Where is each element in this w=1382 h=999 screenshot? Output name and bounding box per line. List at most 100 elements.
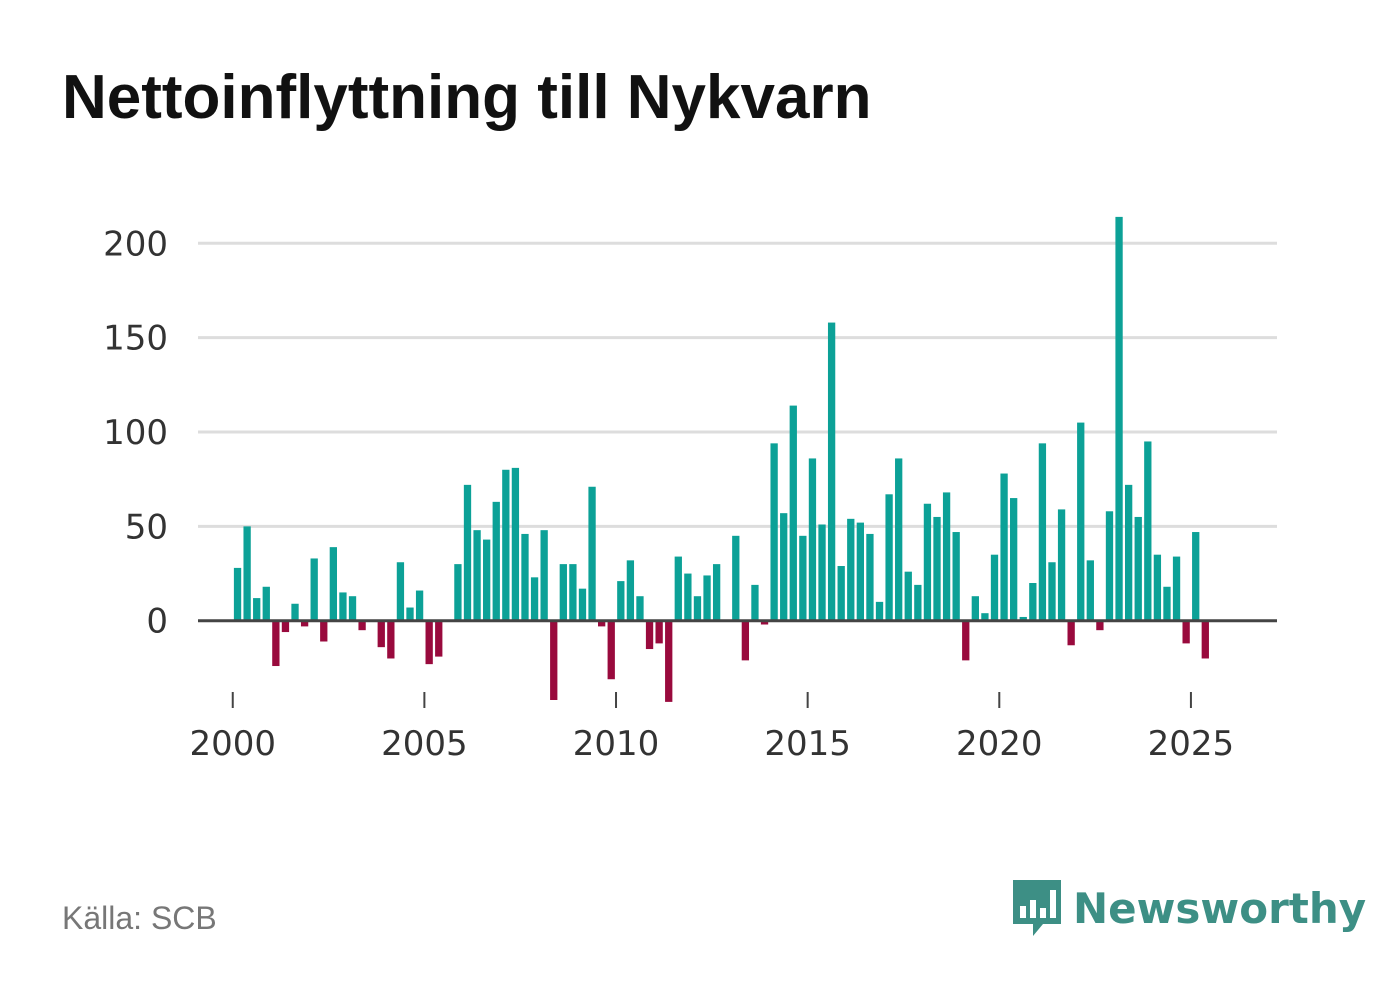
bar: [1201, 620, 1209, 659]
bar: [1038, 443, 1047, 621]
brand-name: Newsworthy: [1073, 883, 1367, 933]
bar: [530, 577, 539, 621]
bar: [521, 533, 529, 621]
x-tick-label: 2015: [764, 724, 851, 764]
bar: [914, 584, 922, 621]
y-tick-label: 50: [125, 507, 168, 547]
bar: [578, 588, 587, 621]
bar: [454, 564, 462, 621]
bar: [387, 620, 395, 659]
bar: [300, 620, 309, 627]
bar: [607, 620, 615, 680]
x-tick-label: 2005: [381, 724, 468, 764]
grid-lines: [198, 241, 1277, 528]
bar: [1010, 498, 1018, 621]
bar: [741, 620, 750, 661]
bar: [463, 484, 472, 621]
bar-series: [233, 216, 1209, 702]
bar: [827, 322, 836, 621]
bar: [310, 558, 318, 621]
bar: [770, 443, 778, 621]
bar: [1048, 562, 1056, 621]
bar: [569, 564, 577, 621]
bar: [281, 620, 290, 633]
bar: [1163, 586, 1171, 621]
bar: [732, 535, 740, 621]
bar: [1115, 216, 1123, 621]
bar: [1077, 422, 1085, 621]
bar: [847, 518, 855, 621]
bar: [406, 607, 414, 621]
bar: [1086, 560, 1094, 621]
bar: [942, 492, 951, 621]
bar: [885, 494, 893, 621]
bar: [760, 620, 769, 625]
bar: [1019, 616, 1027, 621]
bar: [396, 562, 405, 621]
bar: [1153, 554, 1162, 621]
bar: [425, 620, 433, 665]
x-tick-label: 2025: [1148, 724, 1235, 764]
y-tick-label: 200: [103, 224, 168, 264]
bar: [990, 554, 999, 621]
bar: [895, 458, 903, 621]
bar: [348, 596, 357, 621]
bar: [1144, 441, 1152, 621]
bar: [377, 620, 385, 648]
bar: [655, 620, 663, 644]
x-tick-label: 2010: [573, 724, 660, 764]
bar: [473, 530, 481, 621]
bar: [665, 620, 673, 702]
x-tick-label: 2020: [956, 724, 1043, 764]
bar: [837, 566, 845, 621]
bar: [1000, 473, 1008, 621]
y-tick-label: 100: [103, 413, 168, 453]
bar: [971, 596, 979, 621]
bar: [483, 539, 491, 621]
bar: [1105, 511, 1114, 621]
bar: [502, 469, 510, 621]
bar: [540, 530, 548, 621]
bar: [559, 564, 567, 621]
tick-labels: 0 50 100 150 200 2000 2005 2010 2015 2020 2025: [103, 224, 1234, 764]
bar: [799, 535, 807, 621]
bar: [818, 524, 826, 621]
bar: [550, 620, 558, 700]
bar: [875, 601, 884, 621]
chart-title: Nettoinflyttning till Nykvarn: [62, 63, 872, 132]
bar: [233, 567, 242, 621]
y-tick-label: 150: [103, 319, 168, 359]
bar: [1125, 484, 1133, 621]
bar: [645, 620, 654, 650]
bar: [1182, 620, 1190, 644]
bar: [598, 620, 606, 627]
axes: [198, 619, 1277, 708]
bar: [588, 486, 596, 621]
bar: [780, 513, 788, 621]
bar: [789, 405, 797, 621]
bar: [866, 533, 874, 621]
bar: [243, 526, 251, 621]
brand-logo: Newsworthy: [1011, 878, 1366, 938]
bar: [693, 596, 702, 621]
bar: [272, 620, 280, 667]
bar: [962, 620, 970, 661]
bar: [415, 590, 424, 621]
bar: [981, 613, 989, 621]
source-note: Källa: SCB: [62, 900, 217, 936]
bar: [856, 522, 864, 621]
bar: [1029, 583, 1037, 621]
bar: [952, 532, 960, 621]
y-tick-label: 0: [146, 602, 168, 642]
bar: [933, 516, 941, 621]
x-tick-label: 2000: [189, 724, 276, 764]
bar: [1134, 516, 1142, 621]
bar: [674, 556, 682, 621]
bar: [435, 620, 443, 657]
bar: [329, 547, 337, 621]
bar: [808, 458, 817, 621]
bar: [1067, 620, 1075, 646]
newsworthy-logo-icon: [1013, 880, 1061, 936]
bar: [684, 573, 692, 621]
